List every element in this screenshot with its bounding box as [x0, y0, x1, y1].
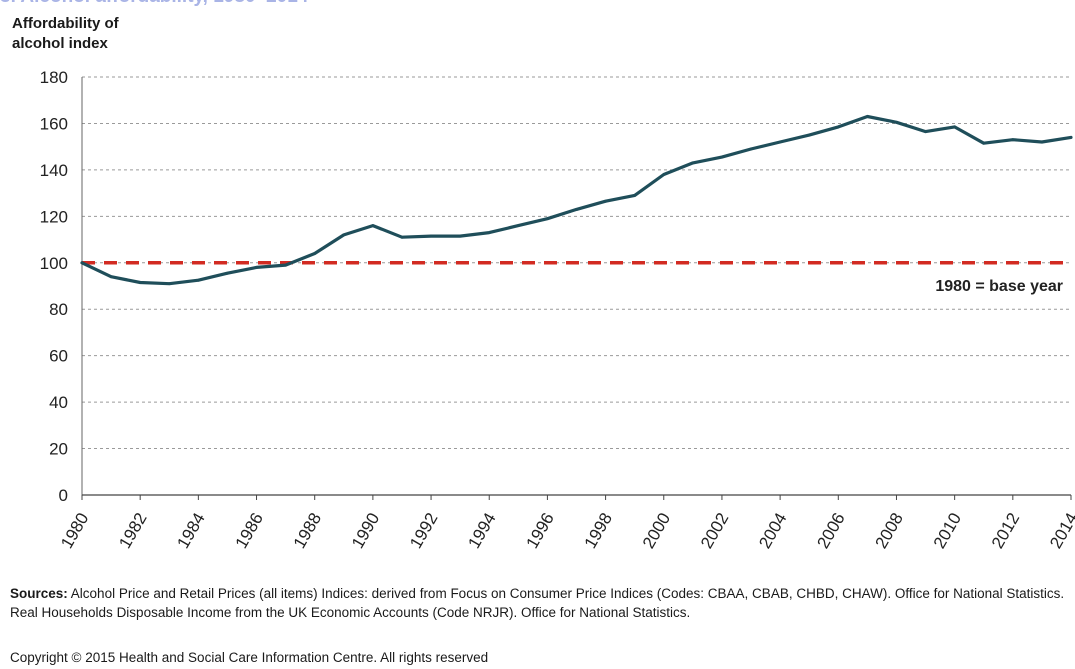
x-tick-label: 1992 — [406, 510, 441, 552]
line-chart: 0 20 40 60 80 100 120 140 160 180 1980 1982 1984 1986… — [40, 68, 1075, 552]
series-point — [1040, 140, 1044, 144]
series-point — [749, 147, 753, 151]
y-tick-label: 160 — [40, 114, 68, 133]
series-point — [80, 261, 84, 265]
series-point — [487, 231, 491, 234]
series-point — [458, 234, 462, 238]
series-point — [255, 266, 258, 269]
copyright-text: Copyright © 2015 Health and Social Care … — [10, 650, 489, 665]
chart-title-clipped: 3. Alcohol affordability, 1980–2014 — [0, 0, 308, 8]
y-tick-label: 80 — [49, 300, 68, 319]
series-point — [284, 263, 288, 267]
series-point — [400, 235, 404, 239]
series-point — [604, 199, 607, 203]
base-year-annotation: 1980 = base year — [935, 278, 1063, 295]
series-point — [371, 224, 375, 228]
x-tick-label: 1980 — [57, 510, 92, 552]
series-point — [865, 115, 869, 118]
x-tick-label: 2006 — [813, 510, 848, 552]
y-tick-label: 0 — [59, 486, 68, 505]
x-tick-label: 1996 — [523, 510, 558, 552]
x-tick-label: 1988 — [290, 510, 325, 552]
y-tick-label: 100 — [40, 254, 68, 273]
series-point — [953, 125, 957, 129]
y-tick-label: 40 — [49, 393, 68, 412]
y-axis-title-line-1: Affordability of — [12, 15, 119, 32]
y-tick-label: 180 — [40, 68, 68, 87]
x-tick-label: 1994 — [464, 510, 499, 552]
series-point — [226, 271, 229, 275]
series-point — [807, 133, 811, 137]
x-tick-label: 2004 — [755, 510, 790, 552]
sources-note: Sources: Alcohol Price and Retail Prices… — [10, 584, 1070, 622]
series-point — [924, 130, 927, 133]
series-point — [1069, 135, 1073, 139]
series-point — [429, 234, 433, 238]
series-point — [662, 173, 666, 176]
series-point — [575, 207, 578, 211]
x-tick-label: 1998 — [581, 510, 616, 552]
series-point — [313, 252, 317, 255]
y-axis-title-line-2: alcohol index — [12, 35, 108, 52]
x-tick-label: 1982 — [115, 510, 150, 552]
series-point — [196, 278, 200, 282]
sources-label: Sources: — [10, 586, 68, 601]
series-point — [691, 161, 695, 165]
series-point — [778, 140, 782, 144]
series-line — [80, 114, 1073, 286]
y-tick-label: 20 — [49, 440, 68, 459]
sources-text: Alcohol Price and Retail Prices (all ite… — [10, 586, 1065, 620]
series-point — [342, 233, 346, 237]
x-tick-label: 2000 — [639, 510, 674, 552]
y-axis-title: Affordability of alcohol index — [12, 14, 119, 54]
x-tick-label: 2014 — [1046, 510, 1075, 552]
series-point — [1011, 138, 1015, 142]
series-point — [109, 275, 113, 279]
series-point — [546, 217, 549, 221]
y-tick-label: 60 — [49, 347, 68, 366]
x-tick-label: 2010 — [930, 510, 965, 552]
series-point — [633, 194, 637, 197]
series-point — [516, 224, 520, 228]
x-tick-label: 2012 — [988, 509, 1023, 551]
x-tick-label: 1986 — [232, 510, 267, 552]
x-tick-label: 1990 — [348, 510, 383, 552]
series-point — [138, 281, 142, 284]
series-point — [895, 120, 898, 124]
series-point — [982, 141, 986, 145]
series-point — [720, 155, 724, 159]
series-point — [836, 125, 840, 129]
x-tick-label: 2008 — [872, 510, 907, 552]
x-tick-label: 1984 — [173, 510, 208, 552]
series-point — [167, 282, 171, 286]
y-tick-label: 140 — [40, 161, 68, 180]
y-tick-label: 120 — [40, 207, 68, 226]
x-tick-label: 2002 — [697, 510, 732, 552]
